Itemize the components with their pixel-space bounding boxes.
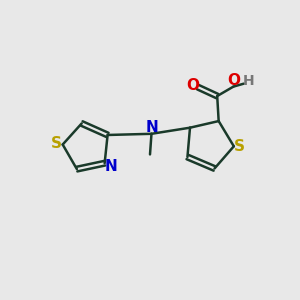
- Text: S: S: [51, 136, 62, 151]
- Text: H: H: [243, 74, 255, 88]
- Text: S: S: [234, 139, 244, 154]
- Text: N: N: [146, 120, 158, 135]
- Text: O: O: [186, 78, 199, 93]
- Text: O: O: [227, 73, 241, 88]
- Text: N: N: [104, 159, 117, 174]
